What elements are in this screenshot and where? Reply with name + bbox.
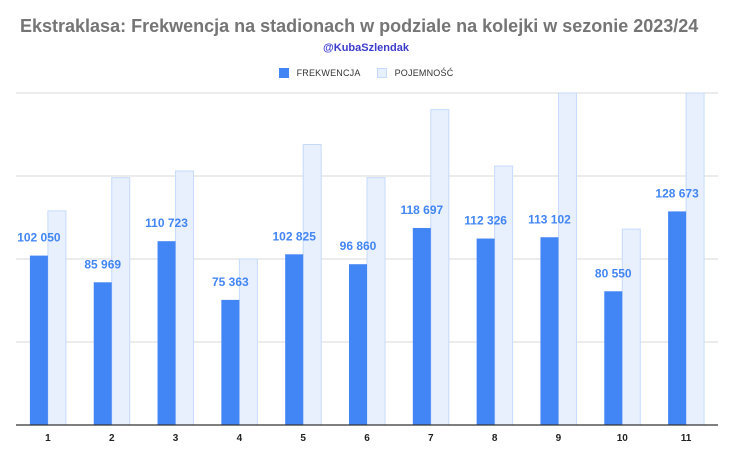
legend: FREKWENCJA POJEMNOŚĆ: [0, 68, 732, 78]
data-label: 118 697: [400, 203, 443, 217]
chart-subtitle: @KubaSzlendak: [323, 42, 409, 54]
bar-frekwencja: [349, 264, 367, 425]
bar-frekwencja: [412, 227, 431, 425]
bar-pojemnosc: [302, 143, 322, 426]
x-tick-label: 7: [428, 433, 434, 444]
data-label: 80 550: [595, 266, 632, 280]
bar-pojemnosc: [366, 177, 386, 426]
bar-frekwencja: [93, 282, 112, 425]
x-tick-label: 9: [556, 433, 562, 444]
data-label: 110 723: [145, 216, 188, 230]
legend-item-pojemnosc: POJEMNOŚĆ: [376, 68, 454, 78]
data-label: 112 326: [464, 214, 507, 228]
x-tick-label: 6: [364, 433, 370, 444]
bar-pojemnosc: [557, 92, 577, 426]
x-tick-label: 11: [681, 433, 692, 444]
data-label: 113 102: [528, 212, 571, 226]
data-label: 96 860: [340, 239, 377, 253]
bar-pojemnosc: [111, 177, 131, 426]
bar-pojemnosc: [494, 165, 514, 426]
bar-frekwencja: [221, 299, 240, 425]
bar-frekwencja: [157, 241, 176, 425]
bar-pojemnosc: [621, 228, 641, 426]
bar-pojemnosc: [175, 170, 195, 426]
legend-swatch-pojemnosc: [376, 68, 387, 78]
legend-item-frekwencja: FREKWENCJA: [278, 68, 361, 78]
x-tick-label: 10: [617, 433, 629, 444]
x-tick-label: 2: [109, 433, 115, 444]
bar-frekwencja: [604, 291, 623, 425]
bar-frekwencja: [285, 254, 304, 425]
x-tick-label: 3: [173, 433, 179, 444]
x-tick-label: 4: [237, 433, 243, 444]
bar-frekwencja: [29, 255, 48, 425]
bar-pojemnosc: [430, 109, 450, 426]
bar-frekwencja: [476, 238, 495, 425]
data-label: 128 673: [655, 186, 699, 200]
bar-frekwencja: [668, 211, 687, 425]
bar-frekwencja: [540, 237, 559, 425]
chart-title: Ekstraklasa: Frekwencja na stadionach w …: [20, 16, 699, 36]
legend-label-pojemnosc: POJEMNOŚĆ: [394, 68, 454, 78]
x-tick-label: 1: [45, 433, 51, 444]
bar-pojemnosc: [685, 92, 705, 426]
legend-swatch-frekwencja: [278, 68, 289, 78]
x-tick-label: 8: [492, 433, 498, 444]
legend-label-frekwencja: FREKWENCJA: [296, 68, 361, 78]
data-label: 102 825: [272, 229, 316, 243]
x-tick-label: 5: [300, 433, 306, 444]
data-label: 85 969: [84, 257, 121, 271]
data-label: 75 363: [212, 275, 249, 289]
data-label: 102 050: [17, 231, 61, 245]
